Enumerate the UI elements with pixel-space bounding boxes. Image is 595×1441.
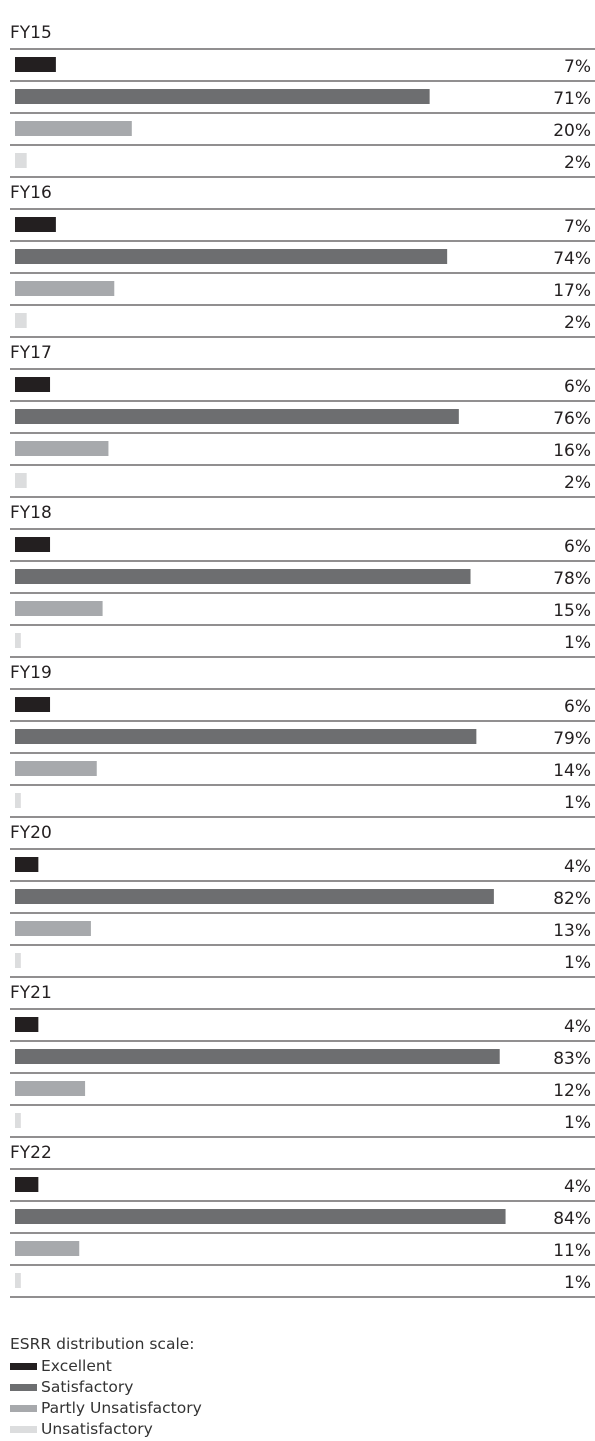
- legend-item-satisfactory: Satisfactory: [10, 1377, 202, 1398]
- legend-title: ESRR distribution scale:: [10, 1335, 195, 1353]
- esrr-bar-chart: FY15 7% 71% 20% 2% FY16 7% 74% 17% 2% FY17 6% 76% 16%…: [10, 23, 595, 1298]
- legend-swatch-excellent: [10, 1363, 37, 1370]
- value-label-fy17-unsatisfactory: 2%: [564, 473, 591, 493]
- value-label-fy22-unsatisfactory: 1%: [564, 1273, 591, 1293]
- bar-fy22-unsatisfactory: [15, 1273, 21, 1288]
- bar-fy17-unsatisfactory: [15, 473, 27, 488]
- bar-fy21-excellent: [15, 1017, 39, 1032]
- bar-fy19-partly-unsatisfactory: [15, 761, 97, 776]
- value-label-fy15-satisfactory: 71%: [553, 89, 591, 109]
- value-label-fy17-partly-unsatisfactory: 16%: [553, 441, 591, 461]
- legend-swatch-satisfactory: [10, 1384, 37, 1391]
- value-label-fy19-excellent: 6%: [564, 697, 591, 717]
- value-label-fy22-excellent: 4%: [564, 1177, 591, 1197]
- value-label-fy18-unsatisfactory: 1%: [564, 633, 591, 653]
- bar-fy15-partly-unsatisfactory: [15, 121, 132, 136]
- group-label-fy19: FY19: [10, 663, 52, 683]
- bar-fy17-excellent: [15, 377, 51, 392]
- value-label-fy17-excellent: 6%: [564, 377, 591, 397]
- legend-label-excellent: Excellent: [41, 1357, 112, 1375]
- bar-fy19-excellent: [15, 697, 51, 712]
- group-label-fy18: FY18: [10, 503, 52, 523]
- value-label-fy22-satisfactory: 84%: [553, 1209, 591, 1229]
- value-label-fy20-excellent: 4%: [564, 857, 591, 877]
- value-label-fy22-partly-unsatisfactory: 11%: [553, 1241, 591, 1261]
- bar-fy17-partly-unsatisfactory: [15, 441, 109, 456]
- value-label-fy19-partly-unsatisfactory: 14%: [553, 761, 591, 781]
- group-label-fy17: FY17: [10, 343, 52, 363]
- value-label-fy19-unsatisfactory: 1%: [564, 793, 591, 813]
- bar-fy22-satisfactory: [15, 1209, 506, 1224]
- bar-fy16-excellent: [15, 217, 56, 232]
- bar-fy15-unsatisfactory: [15, 153, 27, 168]
- group-label-fy22: FY22: [10, 1143, 52, 1163]
- value-label-fy16-excellent: 7%: [564, 217, 591, 237]
- bar-fy16-satisfactory: [15, 249, 448, 264]
- value-label-fy21-satisfactory: 83%: [553, 1049, 591, 1069]
- bar-fy18-excellent: [15, 537, 51, 552]
- bar-fy21-partly-unsatisfactory: [15, 1081, 86, 1096]
- value-label-fy18-excellent: 6%: [564, 537, 591, 557]
- value-label-fy21-partly-unsatisfactory: 12%: [553, 1081, 591, 1101]
- bar-fy17-satisfactory: [15, 409, 459, 424]
- bar-fy20-partly-unsatisfactory: [15, 921, 91, 936]
- bar-fy18-partly-unsatisfactory: [15, 601, 103, 616]
- legend-swatch-partly-unsatisfactory: [10, 1405, 37, 1412]
- bar-fy22-excellent: [15, 1177, 39, 1192]
- legend-label-unsatisfactory: Unsatisfactory: [41, 1420, 153, 1438]
- value-label-fy20-satisfactory: 82%: [553, 889, 591, 909]
- legend-item-partly-unsatisfactory: Partly Unsatisfactory: [10, 1398, 202, 1419]
- value-label-fy20-unsatisfactory: 1%: [564, 953, 591, 973]
- bar-fy19-unsatisfactory: [15, 793, 21, 808]
- bar-fy16-partly-unsatisfactory: [15, 281, 115, 296]
- value-label-fy15-excellent: 7%: [564, 57, 591, 77]
- legend-item-unsatisfactory: Unsatisfactory: [10, 1419, 202, 1440]
- value-label-fy15-unsatisfactory: 2%: [564, 153, 591, 173]
- value-label-fy19-satisfactory: 79%: [553, 729, 591, 749]
- value-label-fy18-partly-unsatisfactory: 15%: [553, 601, 591, 621]
- group-label-fy20: FY20: [10, 823, 52, 843]
- value-label-fy16-unsatisfactory: 2%: [564, 313, 591, 333]
- legend-label-partly-unsatisfactory: Partly Unsatisfactory: [41, 1399, 202, 1417]
- bar-fy15-satisfactory: [15, 89, 430, 104]
- legend-swatch-unsatisfactory: [10, 1426, 37, 1433]
- legend: ESRR distribution scale: Excellent Satis…: [10, 1334, 202, 1440]
- bar-fy19-satisfactory: [15, 729, 477, 744]
- bar-fy18-satisfactory: [15, 569, 471, 584]
- value-label-fy18-satisfactory: 78%: [553, 569, 591, 589]
- value-label-fy16-partly-unsatisfactory: 17%: [553, 281, 591, 301]
- bar-fy20-unsatisfactory: [15, 953, 21, 968]
- bar-fy20-satisfactory: [15, 889, 494, 904]
- legend-label-satisfactory: Satisfactory: [41, 1378, 134, 1396]
- group-label-fy21: FY21: [10, 983, 52, 1003]
- value-label-fy21-excellent: 4%: [564, 1017, 591, 1037]
- group-label-fy16: FY16: [10, 183, 52, 203]
- bar-fy22-partly-unsatisfactory: [15, 1241, 80, 1256]
- bar-fy21-unsatisfactory: [15, 1113, 21, 1128]
- legend-item-excellent: Excellent: [10, 1356, 202, 1377]
- value-label-fy20-partly-unsatisfactory: 13%: [553, 921, 591, 941]
- value-label-fy17-satisfactory: 76%: [553, 409, 591, 429]
- value-label-fy16-satisfactory: 74%: [553, 249, 591, 269]
- bar-fy18-unsatisfactory: [15, 633, 21, 648]
- bar-fy21-satisfactory: [15, 1049, 500, 1064]
- group-label-fy15: FY15: [10, 23, 52, 43]
- value-label-fy15-partly-unsatisfactory: 20%: [553, 121, 591, 141]
- bar-fy15-excellent: [15, 57, 56, 72]
- bar-fy20-excellent: [15, 857, 39, 872]
- value-label-fy21-unsatisfactory: 1%: [564, 1113, 591, 1133]
- bar-fy16-unsatisfactory: [15, 313, 27, 328]
